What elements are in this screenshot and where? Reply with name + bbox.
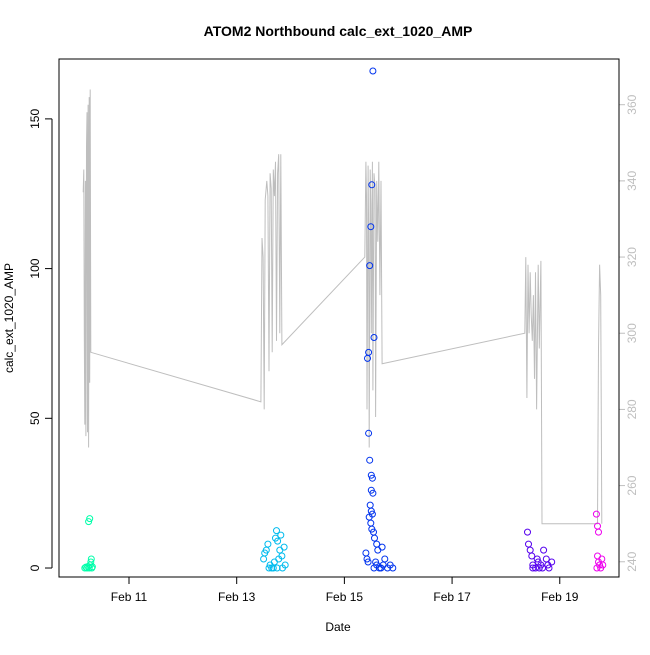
data-point: [592, 510, 600, 518]
data-point: [599, 561, 607, 569]
data-point: [367, 223, 375, 231]
data-point: [369, 489, 377, 497]
data-point: [370, 334, 378, 341]
y2-tick-label: 260: [625, 475, 639, 495]
data-point: [540, 546, 548, 554]
data-point: [265, 564, 273, 572]
data-point: [369, 67, 377, 75]
data-point: [365, 348, 373, 356]
y-axis-label: calc_ext_1020_AMP: [2, 263, 16, 373]
data-point: [81, 564, 89, 572]
data-point: [85, 518, 93, 526]
secondary-series-line: [82, 89, 603, 525]
y2-tick-label: 300: [625, 323, 639, 343]
data-point: [273, 564, 281, 572]
y2-tick-label: 360: [625, 94, 639, 114]
y-tick-label: 150: [28, 109, 42, 129]
data-point: [363, 555, 371, 563]
y-tick-label: 0: [28, 564, 42, 571]
data-point: [368, 474, 376, 482]
scatter-point-layer: [81, 67, 607, 572]
x-tick-label: Feb 19: [541, 590, 579, 604]
data-point: [371, 534, 378, 542]
data-point: [278, 552, 286, 560]
data-point: [87, 555, 95, 563]
data-point: [273, 527, 280, 535]
data-point: [524, 528, 531, 536]
data-point: [367, 471, 375, 479]
data-point: [368, 181, 376, 189]
data-point: [532, 564, 539, 572]
y2-tick-label: 280: [625, 399, 639, 419]
data-point: [280, 543, 288, 551]
data-point: [544, 561, 552, 569]
data-point: [378, 543, 386, 551]
x-tick-label: Feb 13: [218, 590, 256, 604]
data-point: [366, 456, 374, 464]
y-tick-label: 100: [28, 258, 42, 278]
data-point: [86, 515, 94, 523]
data-point: [365, 429, 373, 437]
x-axis-label: Date: [325, 620, 351, 634]
axis-layer: 0 50 100 150 240 260 280 300 320 340 360 Feb 11 Feb …: [28, 94, 639, 604]
y2-tick-label: 320: [625, 247, 639, 267]
data-point: [528, 552, 536, 560]
x-tick-label: Feb 17: [433, 590, 471, 604]
data-point: [539, 564, 546, 572]
data-point: [379, 561, 387, 569]
data-point: [277, 531, 285, 539]
data-point: [372, 558, 380, 566]
data-point: [88, 563, 96, 571]
data-point: [274, 537, 282, 545]
data-point: [364, 558, 372, 566]
data-point: [529, 564, 537, 572]
data-point: [366, 262, 374, 270]
chart-title: ATOM2 Northbound calc_ext_1020_AMP: [204, 23, 473, 39]
secondary-line-layer: [82, 89, 603, 525]
y-tick-label: 50: [28, 411, 42, 425]
data-point: [533, 555, 541, 563]
plot-frame: [58, 58, 620, 578]
y2-tick-label: 340: [625, 171, 639, 191]
data-point: [264, 540, 272, 548]
data-point: [595, 528, 602, 536]
data-point: [389, 564, 397, 572]
data-point: [281, 561, 289, 569]
x-tick-label: Feb 15: [326, 590, 364, 604]
x-tick-label: Feb 11: [111, 590, 148, 604]
data-point: [269, 564, 277, 572]
data-point: [367, 507, 375, 515]
data-point: [593, 564, 601, 572]
y2-tick-label: 240: [625, 551, 639, 571]
